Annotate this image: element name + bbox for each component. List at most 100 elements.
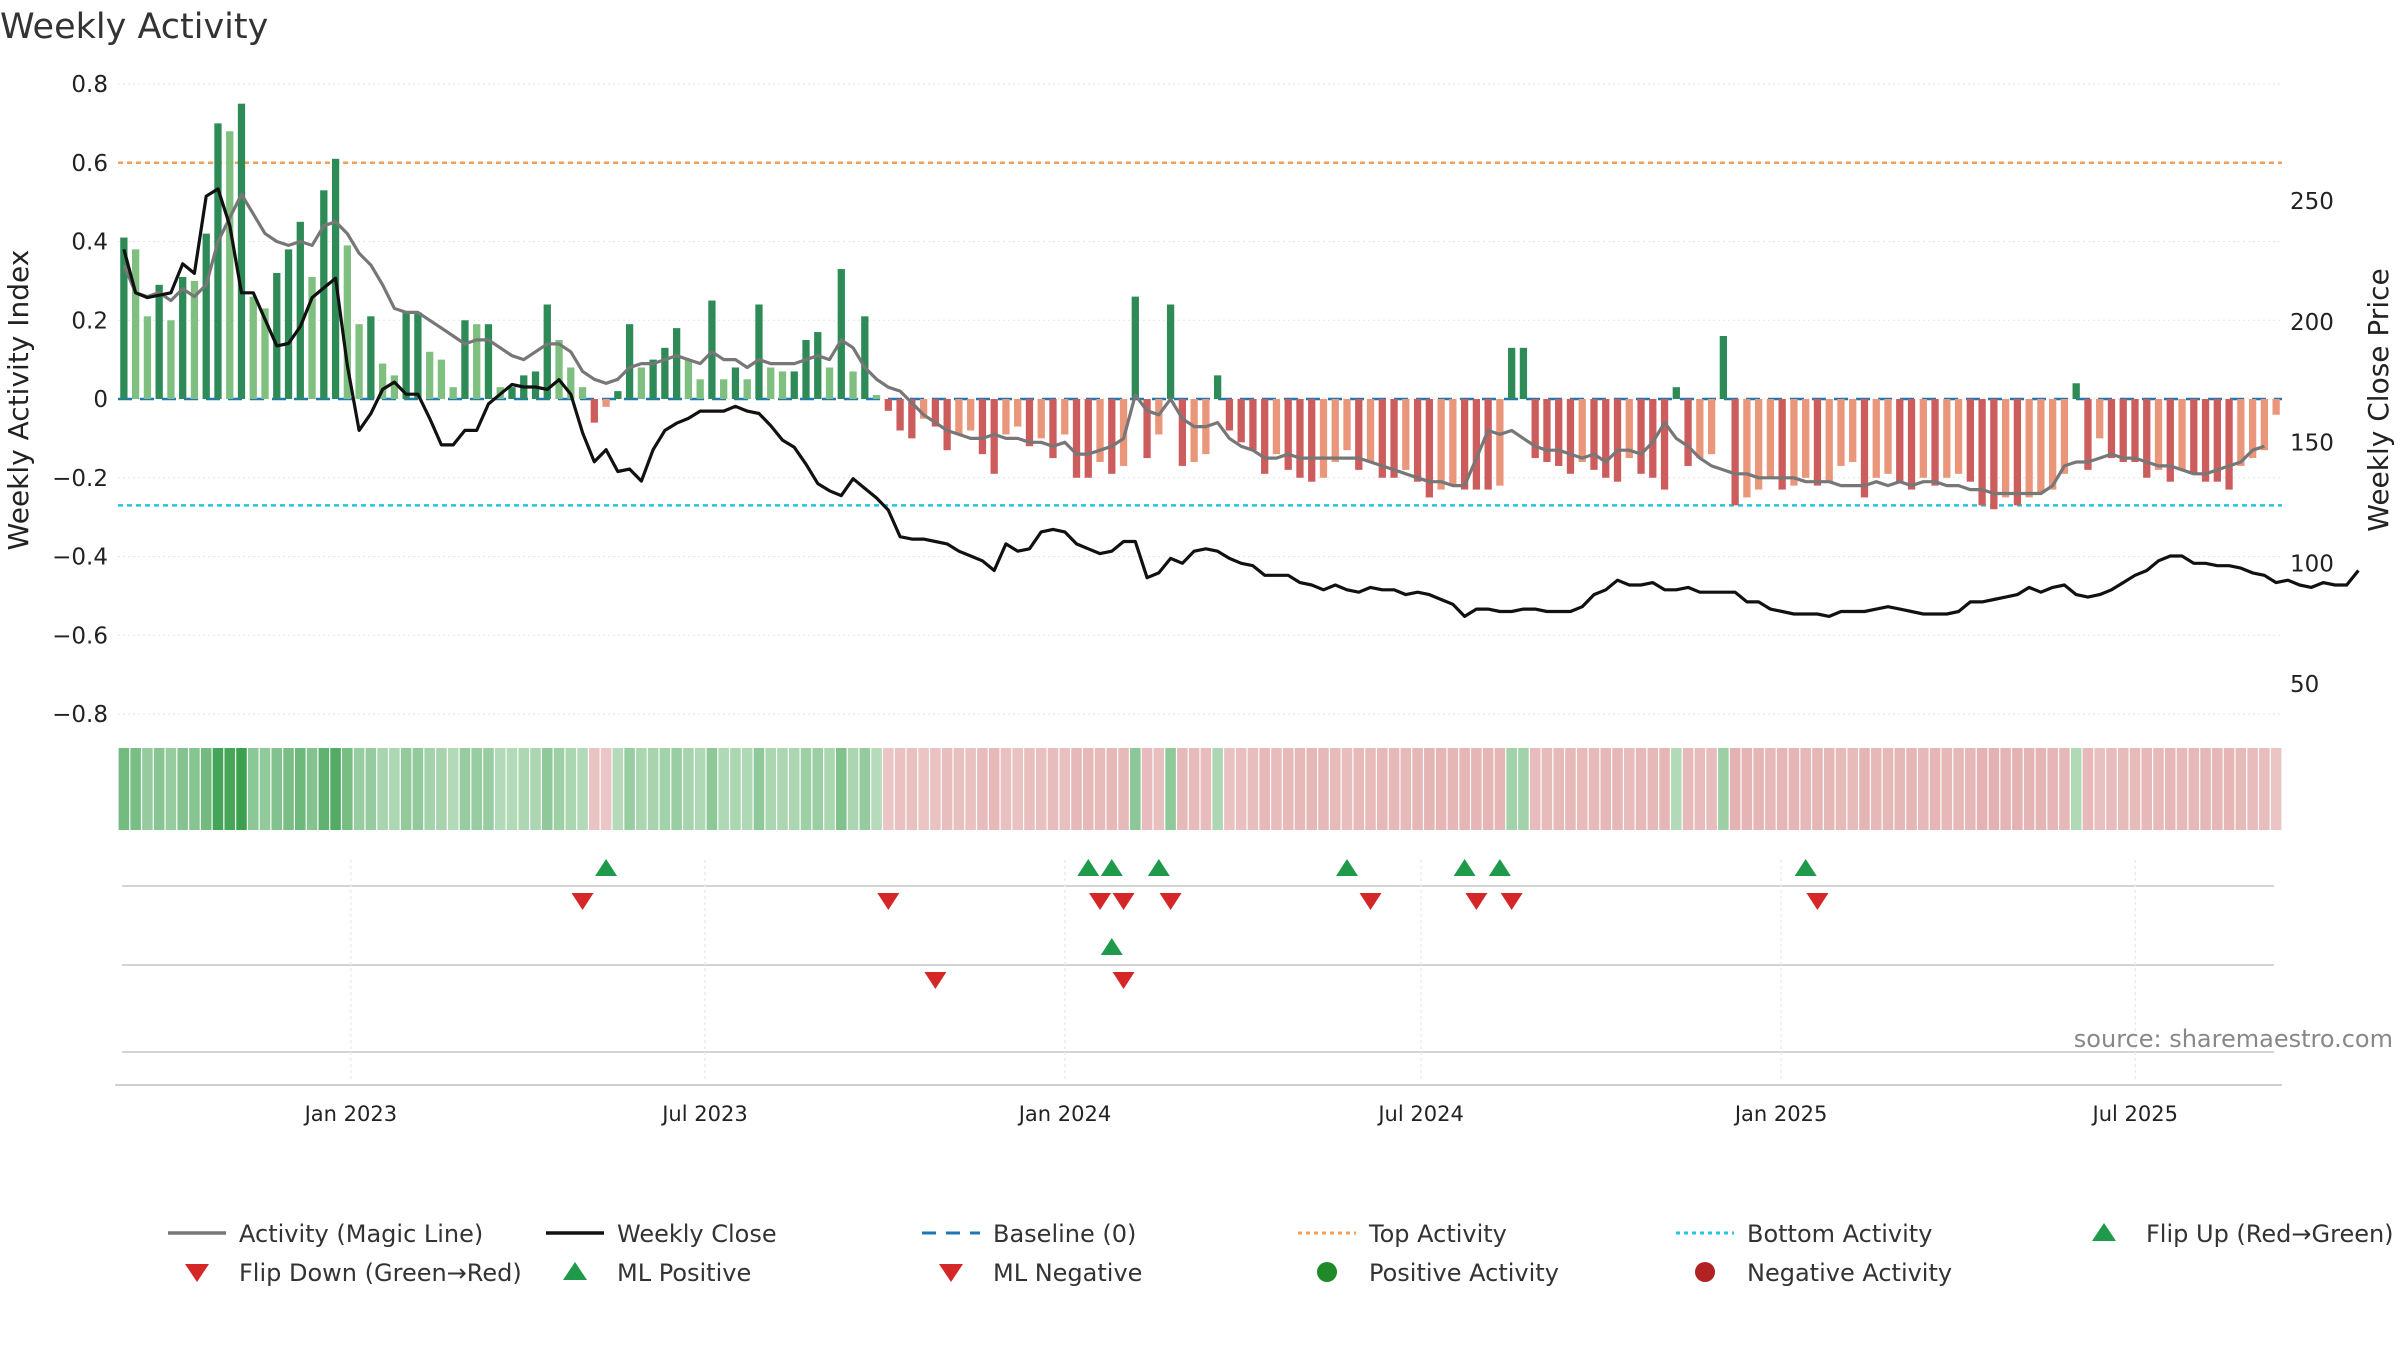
activity-bar — [308, 276, 316, 399]
heat-cell — [2153, 748, 2164, 830]
activity-bar — [849, 371, 857, 399]
legend-label: Activity (Magic Line) — [239, 1220, 483, 1248]
heat-cell — [1130, 748, 1141, 830]
activity-bar — [943, 399, 951, 451]
legend-item: ML Positive — [563, 1259, 751, 1287]
heat-cell — [1318, 748, 1329, 830]
date-axis: Jan 2023 Jul 2023 Jan 2024 Jul 2024 Jan 2025… — [115, 860, 2282, 1126]
flip-up-marker — [1488, 859, 1511, 876]
heat-cell — [600, 748, 612, 830]
heat-cell — [1718, 748, 1729, 830]
legend-label: ML Positive — [617, 1259, 751, 1287]
heat-cell — [765, 748, 777, 830]
heat-cell — [1106, 748, 1118, 830]
heat-cell — [377, 748, 388, 830]
heat-cell — [165, 748, 177, 830]
activity-bars — [120, 103, 2280, 510]
heat-cell — [1212, 748, 1223, 830]
activity-bar — [1166, 304, 1175, 399]
activity-bar — [2001, 399, 2010, 498]
heat-cell — [741, 748, 753, 830]
heat-cell — [1753, 748, 1764, 830]
legend: Activity (Magic Line) Weekly Close Baselin… — [168, 1220, 2394, 1287]
activity-bar — [1390, 399, 1398, 478]
left-tick-label: −0.4 — [52, 545, 108, 571]
activity-bar — [414, 312, 422, 399]
legend-label: Positive Activity — [1369, 1259, 1559, 1287]
activity-bar — [778, 371, 787, 399]
activity-bar — [1884, 399, 1892, 474]
activity-bar — [684, 359, 693, 399]
activity-bar — [1990, 399, 1998, 510]
heat-cell — [1741, 748, 1753, 830]
activity-bar — [2131, 399, 2139, 462]
heat-cell — [624, 748, 635, 830]
heat-cell — [1870, 748, 1882, 830]
heat-cell — [224, 748, 236, 830]
activity-bar — [484, 324, 493, 399]
right-tick-label: 100 — [2290, 551, 2334, 577]
activity-bar — [378, 363, 387, 399]
heat-cell — [1882, 748, 1894, 830]
activity-bar — [1825, 399, 1833, 482]
heat-cell — [306, 748, 318, 830]
heat-cell — [247, 748, 259, 830]
heat-cell — [153, 748, 165, 830]
activity-bar — [720, 379, 728, 399]
activity-bar — [896, 399, 904, 431]
flip-up-marker — [1336, 859, 1359, 876]
legend-label: Top Activity — [1368, 1220, 1507, 1248]
activity-bar — [625, 324, 634, 399]
legend-label: ML Negative — [993, 1259, 1142, 1287]
flip-up-marker — [1453, 859, 1476, 876]
heat-cell — [777, 748, 788, 830]
heat-cell — [1271, 748, 1282, 830]
activity-bar — [755, 304, 763, 399]
activity-bar — [2248, 399, 2257, 459]
activity-bar — [731, 367, 740, 399]
activity-bar — [872, 395, 881, 399]
activity-bar — [2272, 399, 2280, 415]
activity-bar — [1343, 399, 1351, 451]
activity-bar — [1049, 399, 1057, 459]
heat-cell — [2059, 748, 2070, 830]
heat-cell — [412, 748, 424, 830]
heat-cell — [824, 748, 835, 830]
flip-down-marker — [1089, 893, 1112, 910]
activity-bar — [884, 399, 892, 411]
activity-bar — [802, 339, 810, 399]
activity-bar — [1919, 399, 1927, 478]
heat-cell — [1812, 748, 1823, 830]
activity-bar — [1084, 399, 1092, 478]
activity-bar — [1072, 399, 1081, 478]
activity-bar — [543, 304, 551, 399]
activity-bar — [2143, 399, 2151, 478]
activity-bar — [1225, 399, 1234, 431]
heat-cell — [1141, 748, 1153, 830]
activity-bar — [1743, 399, 1751, 498]
heat-cell — [1224, 748, 1235, 830]
activity-bar — [1660, 399, 1669, 490]
heat-cell — [1612, 748, 1623, 830]
flip-down-marker — [1112, 893, 1135, 910]
event-marker-rows — [122, 859, 2274, 1053]
heat-cell — [718, 748, 729, 830]
activity-bar — [1896, 399, 1904, 482]
legend-swatch — [1317, 1262, 1337, 1282]
activity-bar — [2166, 399, 2174, 482]
heat-cell — [1071, 748, 1082, 830]
heat-cell — [1424, 748, 1435, 830]
heat-cell — [941, 748, 953, 830]
activity-bar — [978, 399, 987, 455]
activity-bar — [1108, 399, 1116, 474]
activity-bar — [1778, 399, 1786, 490]
heat-cell — [295, 748, 306, 830]
activity-bar — [2107, 399, 2116, 459]
magic-line-series — [122, 192, 2265, 496]
activity-bar — [1378, 399, 1386, 478]
legend-item: Negative Activity — [1695, 1259, 1952, 1287]
heat-cell — [1659, 748, 1670, 830]
left-tick-label: −0.8 — [52, 702, 108, 728]
heat-cell — [836, 748, 847, 830]
heat-cell — [1706, 748, 1717, 830]
